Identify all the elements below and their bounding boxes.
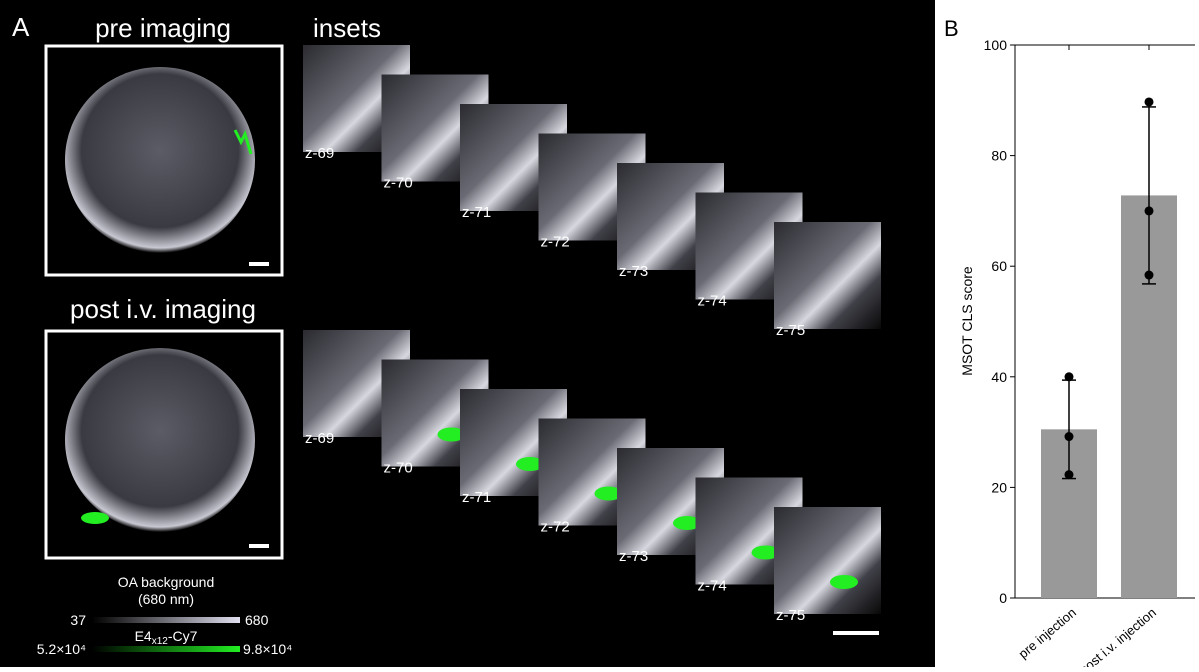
insets-title: insets	[313, 13, 381, 43]
inset-label: z-75	[776, 322, 805, 339]
pre-image	[65, 67, 255, 253]
colorbar-title: (680 nm)	[138, 591, 194, 607]
inset-image	[774, 222, 881, 329]
panel-label: A	[12, 12, 30, 42]
pre-title: pre imaging	[95, 13, 231, 43]
inset-label: z-72	[541, 519, 570, 536]
y-tick-label: 0	[999, 590, 1007, 606]
data-point	[1065, 470, 1074, 479]
colorbar-title: OA background	[118, 574, 215, 590]
post-signal	[81, 512, 109, 524]
panel-label: B	[944, 16, 959, 41]
y-tick-label: 80	[991, 148, 1007, 164]
inset-label: z-70	[384, 460, 413, 477]
x-tick-label: pre injection	[1016, 605, 1079, 662]
data-point	[1145, 97, 1154, 106]
y-tick-label: 40	[991, 369, 1007, 385]
scale-bar	[833, 631, 879, 635]
inset-label: z-71	[462, 489, 491, 506]
data-point	[1145, 206, 1154, 215]
inset-label: z-71	[462, 204, 491, 221]
colorbar-min: 5.2×10⁴	[37, 641, 86, 657]
inset-label: z-75	[776, 607, 805, 624]
data-point	[1065, 432, 1074, 441]
x-tick-label: post i.v. injection	[1076, 605, 1159, 667]
colorbar	[92, 646, 240, 652]
inset-label: z-73	[619, 548, 648, 565]
chart: 0 20 40 60 80 100 MSOT CLS score pre injectionp…	[959, 37, 1195, 667]
colorbar-min: 37	[70, 612, 86, 628]
y-tick-label: 20	[991, 479, 1007, 495]
inset-label: z-69	[305, 430, 334, 447]
inset-label: z-73	[619, 263, 648, 280]
data-point	[1145, 271, 1154, 280]
data-point	[1065, 372, 1074, 381]
inset-label: z-72	[541, 234, 570, 251]
scale-bar	[249, 544, 269, 548]
inset-label: z-70	[384, 175, 413, 192]
y-axis-label: MSOT CLS score	[959, 266, 975, 376]
inset-label: z-74	[698, 293, 727, 310]
inset-signal	[830, 575, 858, 589]
post-image	[65, 348, 255, 532]
y-tick-label: 100	[984, 37, 1008, 53]
inset-label: z-69	[305, 145, 334, 162]
colorbar-max: 680	[245, 612, 269, 628]
scale-bar	[249, 262, 269, 266]
post-title: post i.v. imaging	[70, 294, 256, 324]
figure: A pre imaging insets post i.v. imaging O…	[0, 0, 1199, 667]
inset-label: z-74	[698, 578, 727, 595]
colorbar-max: 9.8×10⁴	[243, 641, 292, 657]
colorbar	[92, 617, 240, 623]
y-tick-label: 60	[991, 258, 1007, 274]
inset-image	[774, 507, 881, 614]
